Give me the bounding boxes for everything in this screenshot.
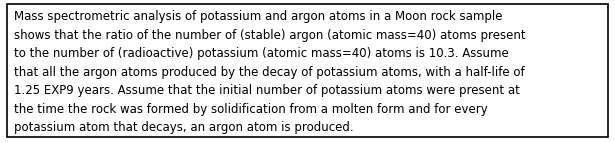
FancyBboxPatch shape [7,4,608,137]
Text: Mass spectrometric analysis of potassium and argon atoms in a Moon rock sample
s: Mass spectrometric analysis of potassium… [14,10,525,134]
